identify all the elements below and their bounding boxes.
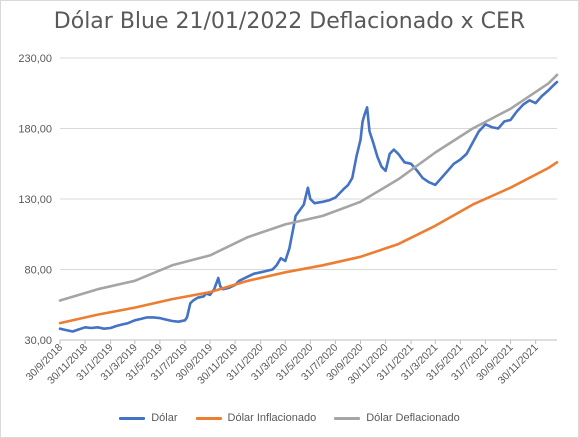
- y-tick-label: 180,00: [18, 124, 52, 136]
- legend-item-dolar-deflacionado: Dólar Deflacionado: [334, 412, 460, 424]
- legend-swatch: [334, 416, 361, 420]
- y-tick-label: 80,00: [24, 265, 52, 277]
- legend-label: Dólar: [151, 412, 178, 424]
- series-line-dolar: [58, 80, 559, 333]
- series-lines: [58, 73, 559, 333]
- x-axis-ticks: 30/9/201830/11/201831/1/201931/3/201931/…: [24, 340, 541, 387]
- legend-swatch: [119, 416, 146, 420]
- chart-legend: Dólar Dólar Inflacionado Dólar Deflacionad…: [1, 412, 578, 424]
- legend-label: Dólar Deflacionado: [366, 412, 460, 424]
- series-line-dolar-inflacionado: [58, 161, 559, 325]
- legend-label: Dólar Inflacionado: [227, 412, 317, 424]
- chart-title: Dólar Blue 21/01/2022 Deflacionado x CER: [53, 9, 526, 34]
- y-tick-label: 130,00: [18, 194, 52, 206]
- y-tick-label: 30,00: [24, 335, 52, 347]
- legend-swatch: [195, 416, 222, 420]
- y-tick-label: 230,00: [18, 53, 52, 65]
- y-axis-ticks: 30,00 80,00 130,00 180,00 230,00: [18, 53, 52, 347]
- legend-item-dolar-inflacionado: Dólar Inflacionado: [195, 412, 317, 424]
- legend-item-dolar: Dólar: [119, 412, 178, 424]
- series-line-dolar-deflacionado: [58, 73, 559, 302]
